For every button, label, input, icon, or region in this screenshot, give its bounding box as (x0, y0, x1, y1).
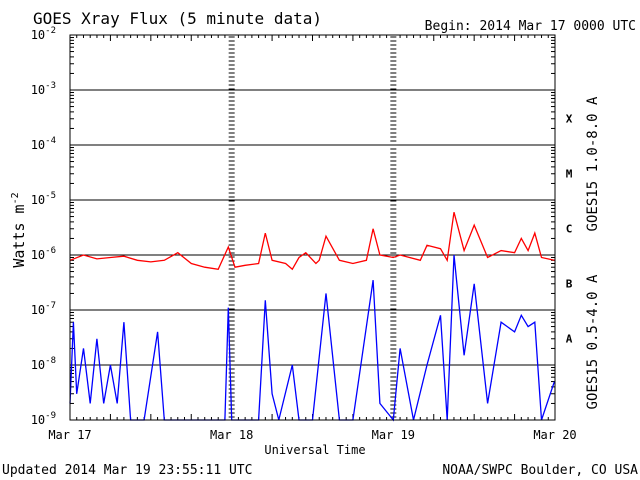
chart-title: GOES Xray Flux (5 minute data) (33, 9, 322, 28)
y-tick-exponent: -9 (45, 411, 56, 421)
y-tick-exponent: -7 (45, 301, 56, 311)
y-tick-mantissa: 10 (31, 413, 45, 427)
flare-class-label: A (566, 333, 573, 346)
footer-updated: Updated 2014 Mar 19 23:55:11 UTC (2, 463, 252, 478)
y-tick-exponent: -4 (45, 136, 56, 146)
x-axis-label: Universal Time (264, 443, 365, 457)
begin-label: Begin: 2014 Mar 17 0000 UTC (425, 19, 636, 34)
y-tick-exponent: -5 (45, 191, 56, 201)
flare-class-label: X (566, 113, 573, 126)
y-axis-label: Watts m-2 (10, 192, 28, 267)
x-tick-label: Mar 17 (48, 428, 91, 442)
y-tick-label: 10-5 (31, 191, 56, 207)
y-tick-exponent: -8 (45, 356, 56, 366)
y-tick-label: 10-3 (31, 81, 56, 97)
y-tick-mantissa: 10 (31, 28, 45, 42)
y-tick-label: 10-6 (31, 246, 56, 262)
flare-class-label: B (566, 278, 573, 291)
x-tick-label: Mar 18 (210, 428, 253, 442)
y-tick-mantissa: 10 (31, 248, 45, 262)
y-tick-mantissa: 10 (31, 83, 45, 97)
y-tick-mantissa: 10 (31, 138, 45, 152)
y-tick-mantissa: 10 (31, 358, 45, 372)
flare-class-label: C (566, 223, 573, 236)
flare-class-label: M (566, 168, 573, 181)
legend-goes15-long: GOES15 1.0-8.0 A (585, 96, 601, 231)
legend-goes15-short: GOES15 0.5-4.0 A (585, 274, 601, 409)
y-tick-exponent: -6 (45, 246, 56, 256)
y-tick-label: 10-9 (31, 411, 56, 427)
x-tick-label: Mar 20 (533, 428, 576, 442)
y-tick-mantissa: 10 (31, 303, 45, 317)
y-axis-label-exponent: -2 (10, 192, 21, 204)
y-tick-label: 10-2 (31, 26, 56, 42)
y-tick-label: 10-8 (31, 356, 56, 372)
y-tick-exponent: -2 (45, 26, 56, 36)
flare-class-labels: X M C B A (566, 113, 573, 346)
footer-source: NOAA/SWPC Boulder, CO USA (442, 463, 638, 478)
series-line-1 (69, 254, 556, 422)
x-tick-label: Mar 19 (372, 428, 415, 442)
series-lines (69, 212, 556, 422)
plot-frame (69, 34, 556, 421)
y-tick-labels: 10-210-310-410-510-610-710-810-9 (31, 26, 56, 427)
series-line-0 (69, 212, 555, 271)
y-tick-exponent: -3 (45, 81, 56, 91)
y-tick-label: 10-7 (31, 301, 56, 317)
y-tick-label: 10-4 (31, 136, 56, 152)
x-tick-labels: Mar 17 Mar 18 Mar 19 Mar 20 (48, 428, 576, 442)
y-tick-mantissa: 10 (31, 193, 45, 207)
y-axis-label-text: Watts m (10, 204, 28, 267)
